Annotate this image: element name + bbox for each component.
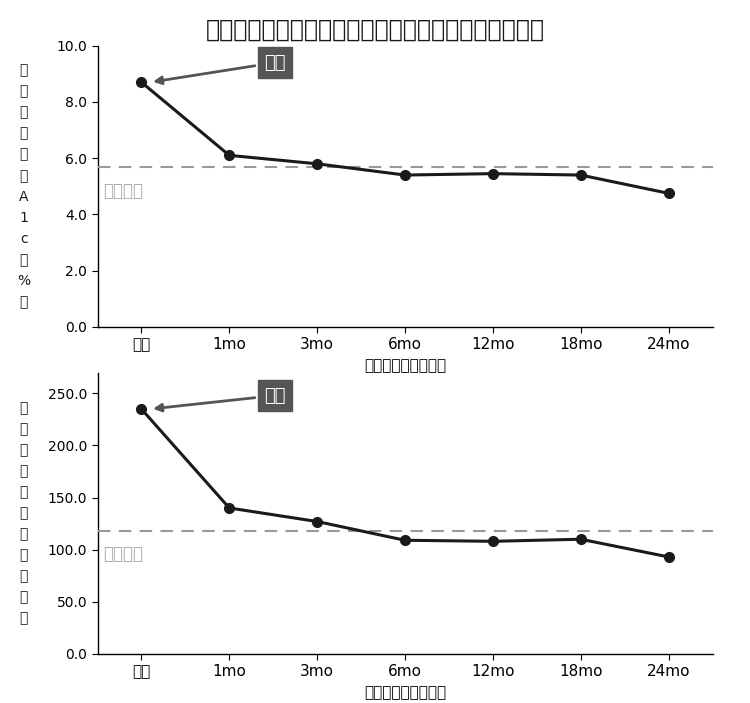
Text: 手術: 手術 — [156, 387, 286, 411]
Text: 値: 値 — [20, 506, 28, 520]
Text: ）: ） — [20, 295, 28, 309]
Text: c: c — [20, 232, 28, 246]
Text: 手術: 手術 — [156, 53, 286, 84]
Text: グ: グ — [20, 105, 28, 120]
Text: 腹: 腹 — [20, 422, 28, 436]
Text: ロ: ロ — [20, 127, 28, 141]
Text: （: （ — [20, 253, 28, 267]
Text: %: % — [17, 274, 30, 288]
X-axis label: 術後経過期間（月）: 術後経過期間（月） — [364, 685, 446, 699]
Text: 腹腔鏡下スリーブ・バイパス術の糖尿病に対する効果: 腹腔鏡下スリーブ・バイパス術の糖尿病に対する効果 — [206, 18, 544, 41]
Text: A: A — [19, 190, 28, 204]
Text: 空: 空 — [20, 401, 28, 415]
Text: （: （ — [20, 527, 28, 541]
Text: 1: 1 — [20, 211, 28, 225]
Text: モ: モ — [20, 84, 28, 98]
Text: ㎎: ㎎ — [20, 548, 28, 562]
X-axis label: 術後経過期間（月）: 術後経過期間（月） — [364, 358, 446, 373]
Text: 血: 血 — [20, 464, 28, 478]
Text: 正常範囲: 正常範囲 — [104, 182, 144, 200]
Text: ㎗: ㎗ — [20, 591, 28, 605]
Text: ）: ） — [20, 612, 28, 626]
Text: ヘ: ヘ — [20, 63, 28, 77]
Text: 正常範囲: 正常範囲 — [104, 546, 144, 564]
Text: 時: 時 — [20, 443, 28, 457]
Text: 糖: 糖 — [20, 485, 28, 499]
Text: ン: ン — [20, 169, 28, 183]
Text: ビ: ビ — [20, 148, 28, 162]
Text: ／: ／ — [20, 569, 28, 583]
